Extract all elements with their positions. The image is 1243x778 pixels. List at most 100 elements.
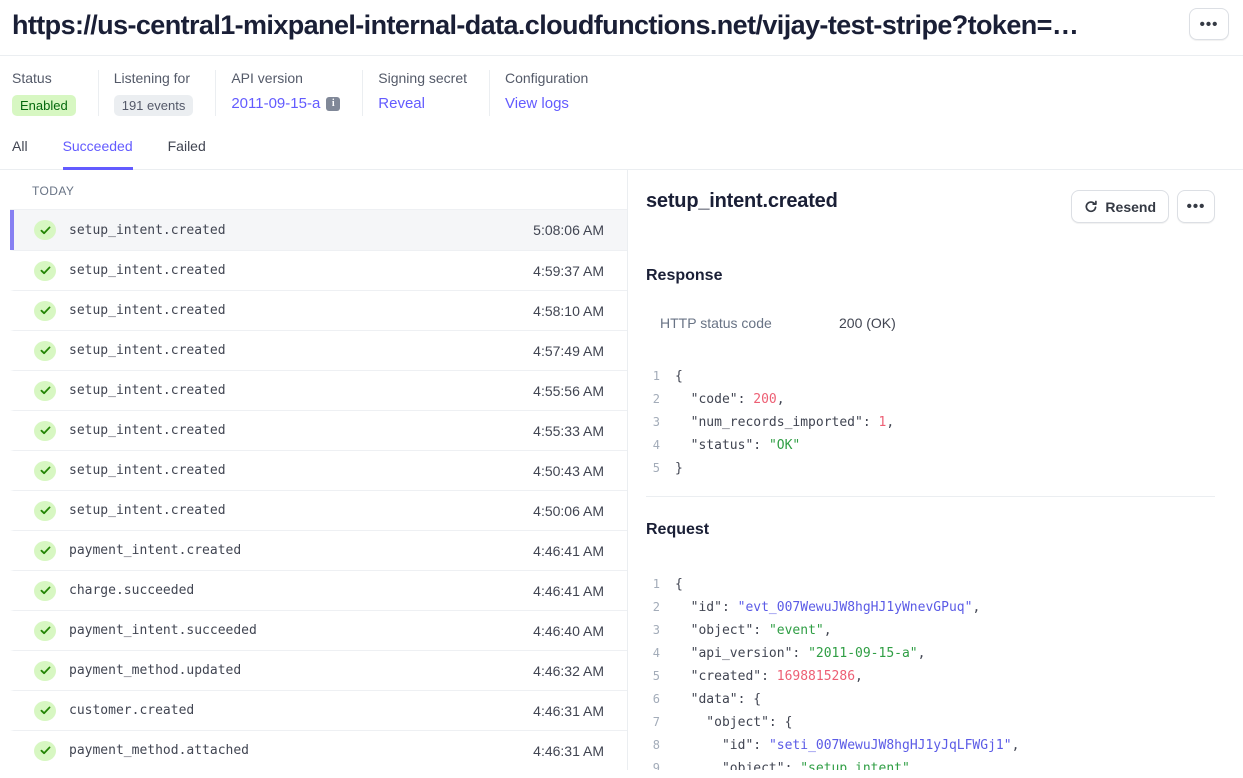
event-name: payment_intent.created (69, 543, 242, 558)
api-version-link[interactable]: 2011-09-15-a (231, 95, 321, 112)
event-row[interactable]: setup_intent.created 4:57:49 AM (10, 330, 627, 370)
event-row[interactable]: payment_method.attached 4:46:31 AM (10, 730, 627, 770)
success-check-icon (34, 340, 56, 361)
code-line: 8 "id": "seti_007WewuJW8hgHJ1yJqLFWGj1", (646, 734, 1215, 757)
http-status-label: HTTP status code (660, 315, 772, 331)
event-time: 4:46:31 AM (533, 702, 604, 719)
listening-for-label: Listening for (113, 70, 190, 86)
event-time: 4:57:49 AM (533, 342, 604, 359)
line-number: 3 (652, 415, 660, 429)
event-row[interactable]: setup_intent.created 4:58:10 AM (10, 290, 627, 330)
event-name: setup_intent.created (69, 263, 226, 278)
info-listening-for: Listening for 191 events (97, 70, 216, 116)
status-badge: Enabled (12, 95, 76, 116)
view-logs-link[interactable]: View logs (505, 95, 569, 112)
event-name: customer.created (69, 703, 195, 718)
section-divider (646, 496, 1215, 497)
event-list-pane: TODAY setup_intent.created 5:08:06 AM setu… (0, 170, 628, 770)
event-row[interactable]: charge.succeeded 4:46:41 AM (10, 570, 627, 610)
event-name: payment_intent.succeeded (69, 623, 257, 638)
code-line: 6 "data": { (646, 688, 1215, 711)
success-check-icon (34, 580, 56, 601)
event-list: setup_intent.created 5:08:06 AM setup_inte… (10, 209, 627, 770)
event-time: 4:50:43 AM (533, 462, 604, 479)
line-number: 6 (652, 692, 660, 706)
success-check-icon (34, 620, 56, 641)
response-heading: Response (646, 267, 723, 284)
resend-button[interactable]: Resend (1071, 190, 1169, 223)
event-detail-pane: setup_intent.created Resend ••• Response… (628, 170, 1243, 770)
code-line: 3 "object": "event", (646, 619, 1215, 642)
event-row[interactable]: setup_intent.created 4:55:56 AM (10, 370, 627, 410)
event-name: setup_intent.created (69, 383, 226, 398)
success-check-icon (34, 260, 56, 281)
event-time: 5:08:06 AM (533, 222, 604, 238)
api-version-label: API version (231, 70, 303, 86)
event-time: 4:46:40 AM (533, 622, 604, 639)
event-name: setup_intent.created (69, 463, 226, 478)
line-number: 5 (652, 461, 660, 475)
response-code-block: 1{2 "code": 200, 3 "num_records_imported"… (646, 365, 1215, 480)
success-check-icon (34, 700, 56, 721)
event-row[interactable]: payment_method.updated 4:46:32 AM (10, 650, 627, 690)
success-check-icon (34, 540, 56, 561)
event-row[interactable]: setup_intent.created 4:50:06 AM (10, 490, 627, 530)
line-number: 2 (652, 600, 660, 614)
success-check-icon (34, 300, 56, 321)
event-row[interactable]: setup_intent.created 4:50:43 AM (10, 450, 627, 490)
code-line: 3 "num_records_imported": 1, (646, 411, 1215, 434)
info-signing-secret: Signing secret Reveal (362, 70, 489, 116)
line-number: 9 (652, 761, 660, 770)
event-row[interactable]: setup_intent.created 4:59:37 AM (10, 250, 627, 290)
status-label: Status (12, 70, 52, 86)
event-time: 4:46:41 AM (533, 542, 604, 559)
resend-icon (1084, 200, 1098, 214)
success-check-icon (34, 220, 56, 240)
event-time: 4:46:32 AM (533, 662, 604, 679)
tab-succeeded[interactable]: Succeeded (62, 138, 133, 170)
success-check-icon (34, 460, 56, 481)
detail-more-button[interactable]: ••• (1177, 190, 1215, 223)
success-check-icon (34, 740, 56, 761)
line-number: 3 (652, 623, 660, 637)
event-row[interactable]: payment_intent.succeeded 4:46:40 AM (10, 610, 627, 650)
line-number: 2 (652, 392, 660, 406)
reveal-link[interactable]: Reveal (378, 95, 425, 112)
resend-label: Resend (1105, 198, 1156, 215)
event-name: payment_method.updated (69, 663, 242, 678)
event-name: setup_intent.created (69, 222, 226, 238)
event-name: setup_intent.created (69, 303, 226, 318)
event-row[interactable]: setup_intent.created 5:08:06 AM (10, 210, 627, 250)
events-count-badge: 191 events (113, 95, 194, 116)
header-more-button[interactable]: ••• (1189, 8, 1229, 40)
line-number: 4 (652, 646, 660, 660)
info-api-version: API version 2011-09-15-a i (215, 70, 362, 116)
code-line: 5 "created": 1698815286, (646, 665, 1215, 688)
line-number: 1 (652, 369, 660, 383)
code-line: 2 "code": 200, (646, 388, 1215, 411)
info-icon: i (326, 96, 341, 111)
event-time: 4:58:10 AM (533, 302, 604, 319)
http-status-value: 200 (OK) (839, 315, 896, 331)
event-row[interactable]: customer.created 4:46:31 AM (10, 690, 627, 730)
line-number: 4 (652, 438, 660, 452)
tab-all[interactable]: All (12, 138, 28, 154)
event-time: 4:55:33 AM (533, 422, 604, 439)
page-header: https://us-central1-mixpanel-internal-da… (0, 0, 1243, 56)
configuration-label: Configuration (505, 70, 589, 86)
event-row[interactable]: setup_intent.created 4:55:33 AM (10, 410, 627, 450)
date-group-label: TODAY (32, 184, 75, 198)
event-detail-title: setup_intent.created (646, 190, 838, 212)
event-name: payment_method.attached (69, 743, 250, 758)
code-line: 5} (646, 457, 1215, 480)
event-row[interactable]: payment_intent.created 4:46:41 AM (10, 530, 627, 570)
event-time: 4:59:37 AM (533, 262, 604, 279)
request-code-block: 1{2 "id": "evt_007WewuJW8hgHJ1yWnevGPuq"… (646, 573, 1215, 770)
event-time: 4:55:56 AM (533, 382, 604, 399)
line-number: 7 (652, 715, 660, 729)
event-time: 4:46:41 AM (533, 582, 604, 599)
request-heading: Request (646, 521, 710, 538)
tab-failed[interactable]: Failed (167, 138, 206, 154)
event-name: setup_intent.created (69, 343, 226, 358)
code-line: 9 "object": "setup_intent", (646, 757, 1215, 770)
